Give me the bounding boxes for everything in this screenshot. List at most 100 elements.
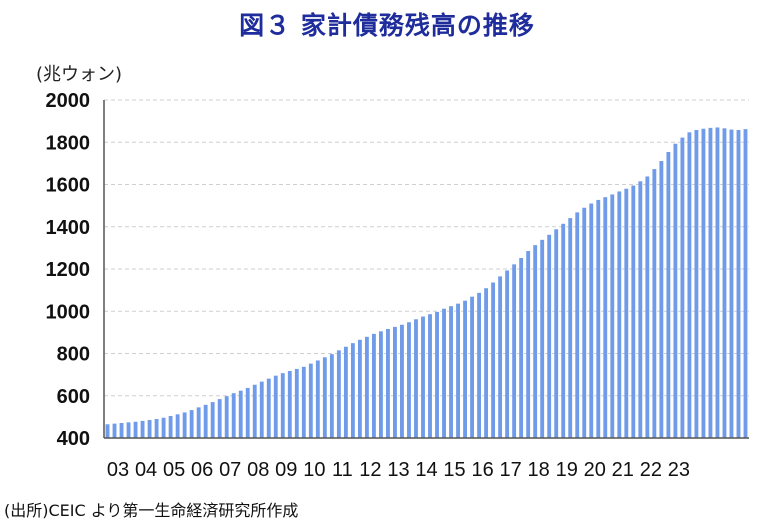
bar: [435, 311, 439, 438]
bar: [357, 339, 362, 438]
bar: [393, 326, 397, 438]
x-tick-label: 18: [528, 459, 550, 481]
y-tick-label: 2000: [46, 90, 91, 112]
bar: [175, 414, 180, 438]
bar: [273, 375, 278, 438]
bar: [491, 282, 496, 438]
bar: [512, 264, 517, 438]
x-tick-label: 15: [443, 459, 465, 481]
bar: [729, 129, 734, 438]
grid-lines: [104, 99, 749, 397]
bar: [343, 346, 348, 438]
bar: [126, 422, 131, 438]
bar: [329, 354, 334, 438]
x-tick-label: 13: [387, 459, 409, 481]
y-tick-label: 800: [57, 344, 90, 366]
bar: [154, 418, 159, 438]
bar: [133, 421, 138, 438]
bar: [715, 127, 720, 439]
bar: [708, 127, 713, 438]
bar: [652, 169, 657, 438]
bar: [659, 161, 664, 439]
x-tick-label: 05: [163, 459, 185, 481]
y-tick-labels: 400 600 800 1000 1200 1400 1600 1800 2000: [46, 90, 91, 450]
bar: [575, 212, 580, 438]
bar: [596, 199, 601, 438]
bar: [477, 292, 482, 438]
bar: [350, 343, 355, 438]
bar: [568, 218, 573, 438]
bar: [315, 360, 320, 438]
bar: [680, 137, 685, 438]
bar: [414, 319, 418, 438]
bar: [666, 151, 671, 438]
bar: [442, 308, 446, 438]
bar: [280, 373, 285, 438]
x-tick-label: 09: [275, 459, 297, 481]
x-tick-label: 14: [415, 459, 437, 481]
bar: [217, 399, 222, 438]
bar: [484, 288, 489, 438]
bar: [722, 128, 727, 438]
bar: [673, 143, 678, 439]
y-tick-label: 1000: [46, 301, 91, 323]
bar: [400, 324, 404, 438]
x-tick-label: 10: [303, 459, 325, 481]
bar: [245, 387, 250, 438]
x-tick-label: 08: [247, 459, 269, 481]
bar: [582, 207, 587, 438]
bar: [589, 203, 594, 438]
bar: [694, 130, 699, 438]
x-tick-label: 07: [219, 459, 241, 481]
x-tick-label: 03: [107, 459, 129, 481]
bar: [547, 234, 552, 438]
bar: [203, 404, 208, 438]
x-tick-label: 20: [584, 459, 606, 481]
y-tick-label: 1600: [46, 175, 91, 197]
bar: [505, 270, 510, 438]
bar: [561, 223, 566, 438]
bar: [428, 314, 432, 438]
bar: [105, 424, 110, 438]
bar: [252, 384, 257, 438]
y-tick-label: 1400: [46, 217, 91, 239]
x-tick-labels: 03 04 05 06 07 08 09 10 11 12 13 14 15 16 17 18 19 20 21 22…: [107, 459, 690, 481]
x-tick-label: 06: [191, 459, 213, 481]
bar: [322, 357, 327, 438]
bar: [519, 258, 524, 438]
bar: [147, 420, 152, 438]
bar: [308, 363, 313, 438]
x-tick-label: 04: [135, 459, 157, 481]
x-tick-label: 22: [640, 459, 662, 481]
bar: [379, 331, 383, 438]
bar: [386, 329, 390, 438]
y-tick-label: 1800: [46, 132, 91, 154]
bar: [533, 245, 538, 438]
bar: [161, 417, 166, 438]
bar: [287, 371, 292, 438]
bar: [336, 350, 341, 438]
x-tick-label: 16: [471, 459, 493, 481]
x-tick-label: 17: [500, 459, 522, 481]
bar: [224, 396, 229, 438]
bar: [182, 412, 187, 438]
bar: [498, 276, 503, 438]
bar: [294, 368, 299, 438]
bar: [301, 366, 306, 438]
x-tick-label: 19: [556, 459, 578, 481]
bar: [119, 423, 124, 438]
bar: [743, 129, 748, 438]
bar: [470, 296, 474, 438]
bar: [421, 316, 425, 438]
bar: [140, 420, 145, 438]
bar: [407, 322, 411, 438]
bar: [112, 423, 117, 438]
bar: [456, 303, 460, 438]
bar: [449, 306, 453, 438]
x-tick-label: 23: [668, 459, 690, 481]
bar: [631, 185, 636, 438]
chart-title: 図３ 家計債務残高の推移: [239, 11, 535, 40]
bar: [231, 393, 236, 438]
bar: [540, 239, 545, 438]
